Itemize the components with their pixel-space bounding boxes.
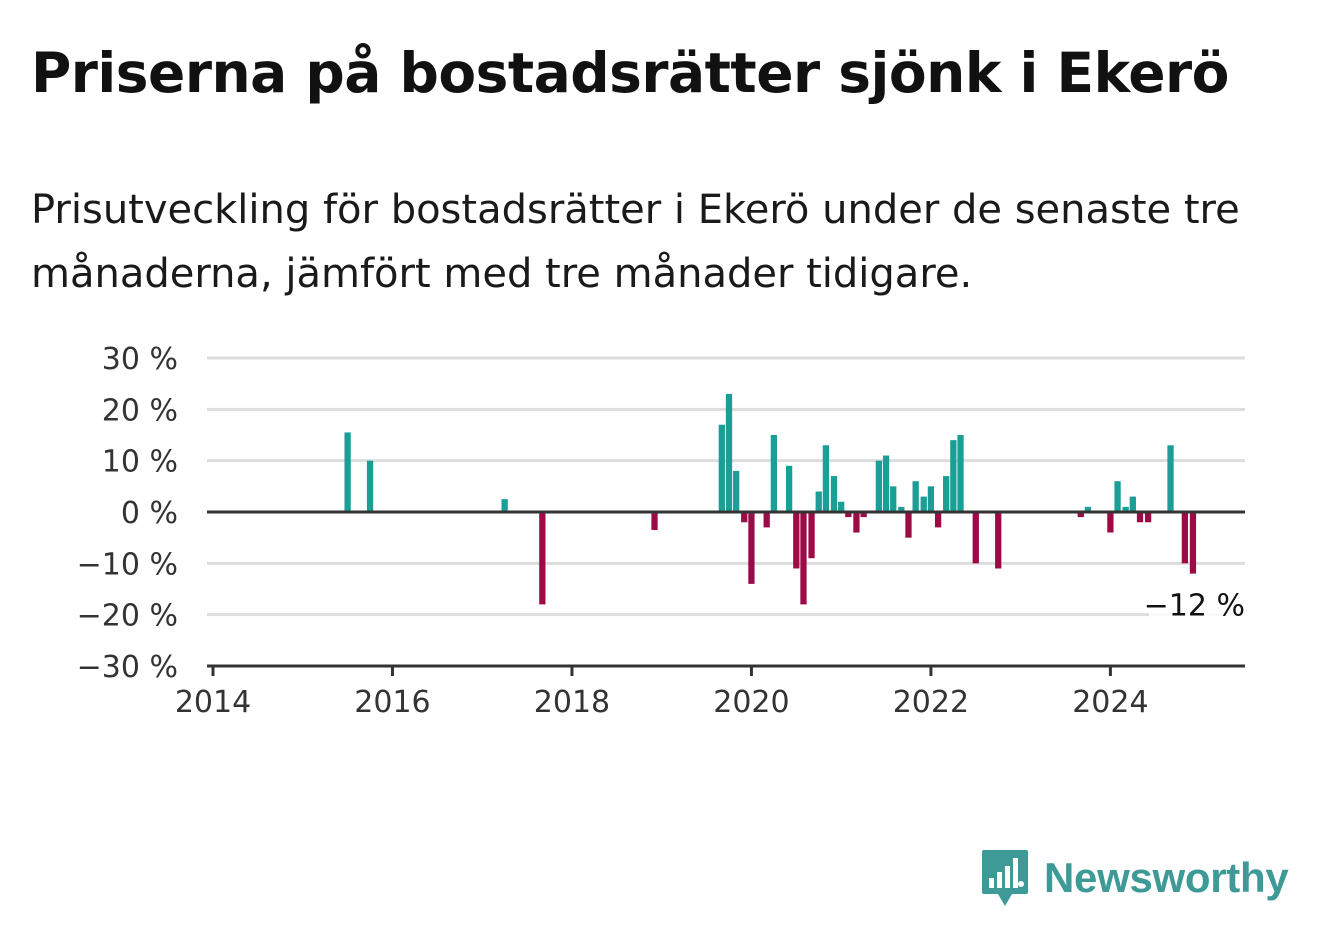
last-value-annotation: −12 % — [1144, 589, 1245, 624]
bar-positive — [822, 445, 830, 512]
newsworthy-logo: Newsworthy — [980, 848, 1289, 908]
bar-positive — [1167, 445, 1174, 512]
bar-negative — [1144, 512, 1152, 523]
bar-positive — [344, 432, 351, 512]
bar-negative — [1181, 512, 1189, 564]
y-tick-label: 30 % — [102, 342, 178, 377]
bar-positive — [890, 486, 897, 512]
bar-negative — [853, 512, 860, 533]
bar-negative — [1077, 512, 1084, 518]
x-tick-label: 2016 — [354, 685, 430, 720]
bar-negative — [741, 512, 748, 523]
labels: 30 % 20 % 10 % 0 % −10 % −20 % −30 %2014 2016 20… — [77, 342, 1245, 720]
bars — [344, 393, 1197, 605]
bar-negative — [651, 512, 658, 530]
bar-positive — [733, 470, 740, 512]
y-tick-label: −30 % — [77, 650, 178, 685]
bar-positive — [501, 499, 508, 512]
bar-positive — [912, 481, 919, 512]
bar-positive — [838, 501, 845, 512]
logo-text: Newsworthy — [1044, 854, 1289, 901]
bar-negative — [1136, 512, 1144, 523]
bar-positive — [785, 465, 793, 512]
bar-negative — [905, 512, 912, 538]
bar-negative — [995, 512, 1002, 569]
bar-positive — [950, 440, 957, 512]
bar-positive — [1129, 496, 1136, 512]
y-tick-label: 10 % — [102, 445, 178, 480]
y-tick-label: −10 % — [77, 547, 178, 582]
bar-chart: 30 % 20 % 10 % 0 % −10 % −20 % −30 %2014 2016 20… — [77, 342, 1245, 720]
axes — [207, 510, 1245, 676]
bar-positive — [815, 491, 822, 512]
chart-subtitle: Prisutveckling för bostadsrätter i Ekerö… — [31, 187, 1240, 297]
bar-positive — [920, 496, 927, 512]
bar-negative — [800, 512, 807, 605]
bar-negative — [748, 512, 755, 584]
bar-negative — [1189, 512, 1197, 574]
bar-positive — [770, 435, 778, 512]
annotation-background — [1149, 587, 1245, 624]
bar-negative — [972, 512, 979, 564]
bar-positive — [875, 460, 882, 512]
bar-negative — [539, 512, 546, 605]
x-tick-label: 2024 — [1072, 685, 1148, 720]
bar-positive — [882, 455, 890, 512]
y-tick-label: −20 % — [77, 599, 178, 634]
bar-positive — [1114, 481, 1121, 512]
bar-negative — [845, 512, 852, 518]
bar-positive — [957, 435, 964, 512]
chart-title: Priserna på bostadsrätter sjönk i Ekerö — [31, 41, 1229, 105]
bar-positive — [1084, 506, 1092, 512]
bar-negative — [793, 512, 800, 569]
bar-positive — [898, 506, 905, 512]
bar-negative — [1107, 512, 1114, 533]
bar-positive — [943, 476, 950, 512]
bar-positive — [366, 460, 374, 512]
x-tick-label: 2022 — [893, 685, 969, 720]
bar-positive — [830, 476, 838, 512]
y-tick-label: 20 % — [102, 393, 178, 428]
bar-positive — [718, 424, 725, 512]
bar-positive — [1122, 506, 1129, 512]
y-tick-label: 0 % — [121, 496, 178, 531]
x-tick-label: 2020 — [713, 685, 789, 720]
bar-chart-speech-bubble-icon — [982, 850, 1028, 906]
bar-negative — [934, 512, 942, 528]
bar-negative — [860, 512, 867, 518]
x-tick-label: 2018 — [534, 685, 610, 720]
bar-positive — [725, 393, 733, 512]
bar-negative — [808, 512, 815, 559]
x-tick-label: 2014 — [175, 685, 251, 720]
bar-positive — [927, 486, 935, 512]
bar-negative — [763, 512, 770, 528]
